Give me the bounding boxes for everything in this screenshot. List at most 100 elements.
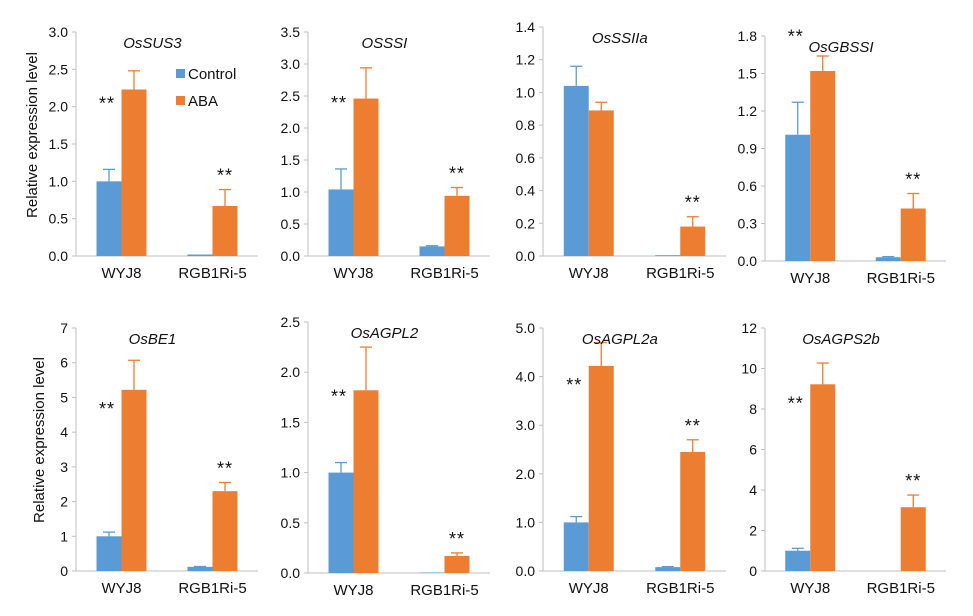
y-tick-label: 0.9 bbox=[738, 141, 758, 157]
bar-control-rgb1ri-5 bbox=[419, 572, 445, 573]
panel-title: OSSSI bbox=[362, 35, 408, 52]
y-tick-label: 8 bbox=[749, 401, 757, 417]
y-tick-label: 1.2 bbox=[516, 52, 536, 68]
y-tick-label: 2.5 bbox=[281, 314, 301, 330]
bar-control-rgb1ri-5 bbox=[875, 257, 901, 261]
significance-marker: ** bbox=[331, 93, 347, 113]
y-tick-label: 2.5 bbox=[281, 88, 301, 104]
y-tick-label: 0.8 bbox=[516, 117, 536, 133]
bar-control-wyj8 bbox=[785, 550, 811, 571]
y-tick-label: 0.2 bbox=[516, 215, 536, 231]
bar-aba-rgb1ri-5 bbox=[212, 491, 238, 571]
y-tick-label: 0.5 bbox=[281, 216, 301, 232]
category-label: RGB1Ri-5 bbox=[410, 265, 478, 282]
chart-panel-2: 0.0 0.5 1.0 1.5 2.0 2.5 3.0 3.5 WYJ8 ** RGB1Ri-5 **… bbox=[281, 24, 490, 282]
y-tick-label: 2 bbox=[60, 494, 68, 510]
legend-swatch-control bbox=[176, 69, 185, 78]
panel-title: OsAGPL2 bbox=[351, 325, 419, 342]
legend-label-control: Control bbox=[188, 66, 236, 83]
bar-control-rgb1ri-5 bbox=[655, 567, 681, 571]
category-label: WYJ8 bbox=[569, 580, 609, 597]
y-axis-label-bottom: Relative expression level bbox=[31, 357, 48, 523]
category-label: WYJ8 bbox=[101, 580, 141, 597]
bar-control-wyj8 bbox=[96, 181, 122, 256]
bar-control-wyj8 bbox=[563, 522, 589, 571]
y-tick-label: 12 bbox=[741, 320, 757, 336]
legend: Control ABA bbox=[176, 66, 236, 110]
y-tick-label: 0.0 bbox=[49, 248, 69, 264]
y-tick-label: 0.3 bbox=[738, 216, 758, 232]
y-tick-label: 10 bbox=[741, 361, 757, 377]
bar-aba-rgb1ri-5 bbox=[680, 451, 706, 571]
category-label: RGB1Ri-5 bbox=[867, 270, 935, 287]
bar-control-rgb1ri-5 bbox=[655, 255, 681, 256]
bar-aba-rgb1ri-5 bbox=[444, 555, 470, 573]
y-tick-label: 7 bbox=[60, 320, 68, 336]
y-tick-label: 1.5 bbox=[49, 136, 69, 152]
panel-title: OsBE1 bbox=[129, 331, 177, 348]
chart-panel-7: 0.0 1.0 2.0 3.0 4.0 5.0 WYJ8 ** RGB1Ri-5 ** OsAGPL… bbox=[516, 320, 726, 597]
bar-control-rgb1ri-5 bbox=[419, 246, 445, 256]
category-label: WYJ8 bbox=[569, 265, 609, 282]
y-tick-label: 0.5 bbox=[281, 515, 301, 531]
y-tick-label: 0.6 bbox=[738, 178, 758, 194]
panel-title: OsAGPS2b bbox=[802, 331, 880, 348]
legend-swatch-aba bbox=[176, 96, 185, 105]
legend-label-aba: ABA bbox=[188, 93, 218, 110]
y-tick-label: 3.0 bbox=[516, 417, 536, 433]
panel-title: OsAGPL2a bbox=[582, 331, 658, 348]
bar-aba-rgb1ri-5 bbox=[444, 195, 470, 256]
y-tick-label: 0 bbox=[749, 563, 757, 579]
bar-aba-rgb1ri-5 bbox=[900, 208, 926, 261]
bar-aba-wyj8 bbox=[121, 389, 147, 571]
y-tick-label: 5 bbox=[60, 389, 68, 405]
y-tick-label: 0.5 bbox=[49, 211, 69, 227]
bar-control-wyj8 bbox=[563, 85, 589, 256]
significance-marker: ** bbox=[449, 164, 465, 184]
bar-aba-wyj8 bbox=[810, 384, 836, 571]
y-tick-label: 1.0 bbox=[281, 184, 301, 200]
bar-control-rgb1ri-5 bbox=[187, 254, 213, 256]
y-tick-label: 1.8 bbox=[738, 28, 758, 44]
y-tick-label: 3.0 bbox=[49, 24, 69, 40]
chart-panel-4: 0.0 0.3 0.6 0.9 1.2 1.5 1.8 WYJ8 ** RGB1Ri-5 ** OsG… bbox=[738, 26, 946, 287]
y-tick-label: 3.0 bbox=[281, 56, 301, 72]
significance-marker: ** bbox=[905, 471, 921, 491]
y-tick-label: 1 bbox=[60, 528, 68, 544]
chart-panel-6: 0.0 0.5 1.0 1.5 2.0 2.5 WYJ8 ** RGB1Ri-5 ** OsAGPL… bbox=[281, 314, 490, 599]
y-tick-label: 2.0 bbox=[49, 99, 69, 115]
chart-panel-3: 0.0 0.2 0.4 0.6 0.8 1.0 1.2 1.4 WYJ8 ** RGB1Ri-5 **… bbox=[516, 0, 726, 282]
category-label: WYJ8 bbox=[333, 582, 373, 599]
chart-panel-8: 0 2 4 6 8 10 12 WYJ8 ** RGB1Ri-5 ** OsAGPS2b bbox=[741, 320, 946, 597]
bar-aba-wyj8 bbox=[353, 390, 379, 573]
bar-control-rgb1ri-5 bbox=[187, 566, 213, 571]
chart-panel-1: 0.0 0.5 1.0 1.5 2.0 2.5 3.0 WYJ8 ** RGB1Ri-5 ** OsS… bbox=[49, 24, 258, 282]
category-label: WYJ8 bbox=[333, 265, 373, 282]
y-tick-label: 0.0 bbox=[516, 248, 536, 264]
y-tick-label: 1.0 bbox=[49, 173, 69, 189]
panel-title: OsSSIIa bbox=[592, 30, 648, 47]
chart-panels: 0.0 0.5 1.0 1.5 2.0 2.5 3.0 WYJ8 ** RGB1Ri-5 ** OsS… bbox=[49, 0, 946, 599]
bar-control-wyj8 bbox=[785, 134, 811, 261]
y-tick-label: 2.0 bbox=[516, 466, 536, 482]
significance-marker: ** bbox=[217, 166, 233, 186]
significance-marker: ** bbox=[788, 393, 804, 413]
y-tick-label: 0.0 bbox=[281, 248, 301, 264]
significance-marker: ** bbox=[788, 26, 804, 46]
significance-marker: ** bbox=[905, 170, 921, 190]
y-tick-label: 1.4 bbox=[516, 19, 536, 35]
significance-marker: ** bbox=[449, 529, 465, 549]
y-tick-label: 2.5 bbox=[49, 61, 69, 77]
significance-marker: ** bbox=[331, 387, 347, 407]
y-tick-label: 0.6 bbox=[516, 150, 536, 166]
y-tick-label: 1.5 bbox=[281, 414, 301, 430]
y-tick-label: 3.5 bbox=[281, 24, 301, 40]
bar-aba-wyj8 bbox=[588, 110, 614, 257]
bar-aba-rgb1ri-5 bbox=[680, 226, 706, 256]
y-tick-label: 1.0 bbox=[516, 84, 536, 100]
significance-marker: ** bbox=[685, 193, 701, 213]
y-tick-label: 2 bbox=[749, 523, 757, 539]
y-tick-label: 1.5 bbox=[281, 152, 301, 168]
y-tick-label: 0.0 bbox=[516, 563, 536, 579]
